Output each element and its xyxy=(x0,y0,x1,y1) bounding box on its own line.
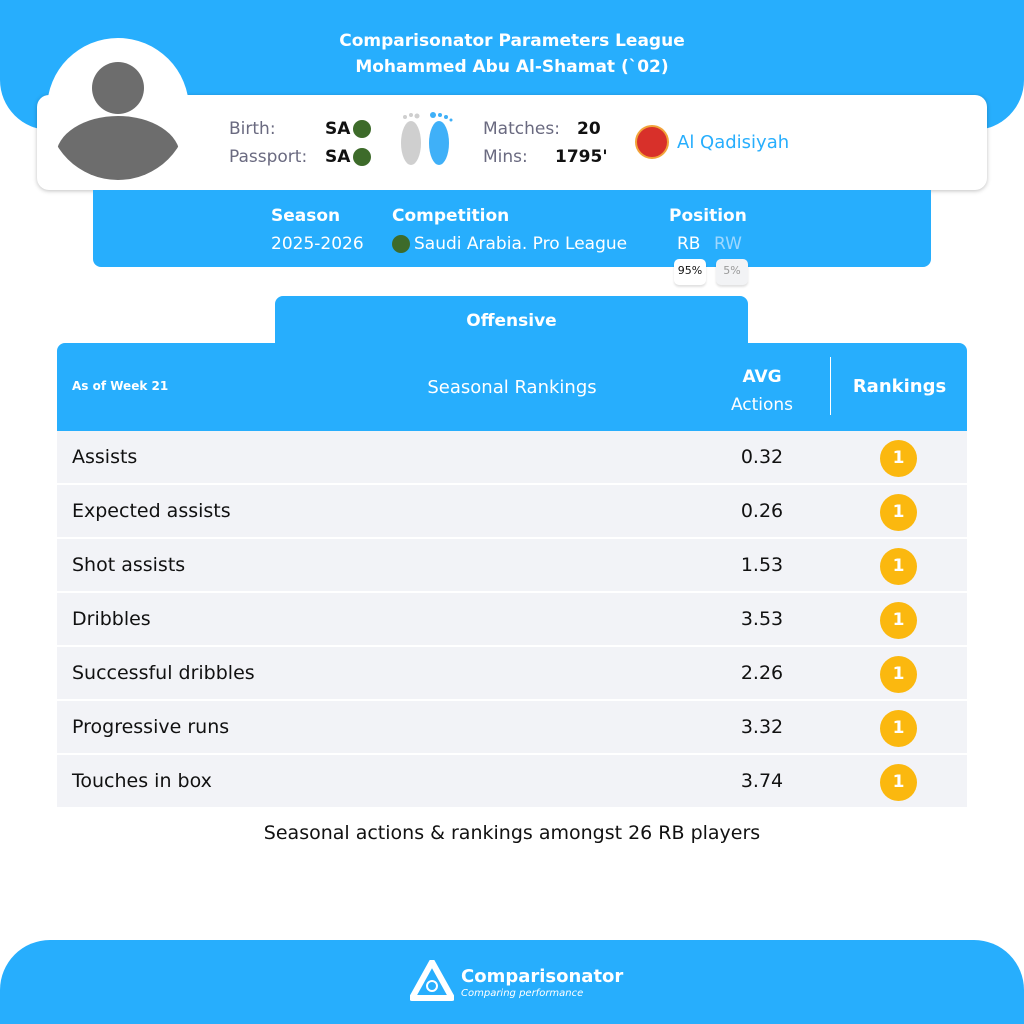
footer: Comparisonator Comparing performance xyxy=(0,940,1024,1024)
competition-value: Saudi Arabia. Pro League xyxy=(414,234,628,254)
table-row: Touches in box 3.74 1 xyxy=(57,755,967,809)
metric-avg: 2.26 xyxy=(740,662,784,684)
rankings-header: Rankings xyxy=(852,376,947,397)
metric-name: Dribbles xyxy=(72,608,151,630)
metric-name: Touches in box xyxy=(72,770,212,792)
footnote: Seasonal actions & rankings amongst 26 R… xyxy=(263,822,761,844)
mins-value: 1795' xyxy=(555,147,608,167)
table-row: Expected assists 0.26 1 xyxy=(57,485,967,539)
metric-name: Assists xyxy=(72,446,138,468)
rank-badge: 1 xyxy=(880,656,917,693)
brand-name: Comparisonator xyxy=(461,966,624,987)
birth-value: SA xyxy=(325,119,372,139)
avatar xyxy=(47,38,189,180)
rank-badge: 1 xyxy=(880,710,917,747)
table-row: Shot assists 1.53 1 xyxy=(57,539,967,593)
position-label: Position xyxy=(669,206,747,226)
rank-badge: 1 xyxy=(880,440,917,477)
metric-name: Successful dribbles xyxy=(72,662,255,684)
table-header: As of Week 21 Seasonal Rankings AVG Actio… xyxy=(57,343,967,431)
player-card: Birth: SA Passport: SA Matches: 20 Mins:… xyxy=(37,95,987,190)
position-rw-pct: 5% xyxy=(716,259,748,285)
position-rb-pct: 95% xyxy=(674,259,706,285)
week-label: As of Week 21 xyxy=(72,379,169,393)
rank-badge: 1 xyxy=(880,548,917,585)
saudi-flag-icon xyxy=(392,235,410,253)
brand-tagline: Comparing performance xyxy=(461,988,584,999)
metric-avg: 1.53 xyxy=(740,554,784,576)
rank-badge: 1 xyxy=(880,494,917,531)
tab-offensive[interactable]: Offensive xyxy=(275,296,748,344)
metric-name: Progressive runs xyxy=(72,716,230,738)
birth-label: Birth: xyxy=(229,119,276,139)
saudi-flag-icon xyxy=(353,120,372,138)
league-title: Comparisonator Parameters League xyxy=(339,31,685,51)
matches-value: 20 xyxy=(577,119,601,139)
table-row: Progressive runs 3.32 1 xyxy=(57,701,967,755)
passport-label: Passport: xyxy=(229,147,308,167)
club-logo-icon xyxy=(635,125,669,159)
season-label: Season xyxy=(271,206,341,226)
page-title: Comparisonator Parameters League Mohamme… xyxy=(0,28,1024,80)
position-rw: RW xyxy=(714,234,742,254)
comparisonator-logo-icon xyxy=(410,960,454,1001)
metric-avg: 0.32 xyxy=(740,446,784,468)
season-info-bar: Season 2025-2026 Competition Saudi Arabi… xyxy=(93,190,931,267)
rank-badge: 1 xyxy=(880,602,917,639)
club-name[interactable]: Al Qadisiyah xyxy=(677,132,790,153)
metric-avg: 3.74 xyxy=(740,770,784,792)
table-title: Seasonal Rankings xyxy=(427,377,597,398)
player-name: Mohammed Abu Al-Shamat (`02) xyxy=(355,57,669,77)
metric-avg: 3.53 xyxy=(740,608,784,630)
rankings-table: As of Week 21 Seasonal Rankings AVG Actio… xyxy=(57,343,967,809)
table-row: Successful dribbles 2.26 1 xyxy=(57,647,967,701)
table-row: Dribbles 3.53 1 xyxy=(57,593,967,647)
feet-icon xyxy=(401,112,453,165)
mins-label: Mins: xyxy=(483,147,528,167)
table-row: Assists 0.32 1 xyxy=(57,431,967,485)
saudi-flag-icon xyxy=(353,148,372,166)
position-rb: RB xyxy=(677,234,701,254)
metric-name: Shot assists xyxy=(72,554,186,576)
metric-avg: 3.32 xyxy=(740,716,784,738)
season-value: 2025-2026 xyxy=(271,234,364,254)
matches-label: Matches: xyxy=(483,119,560,139)
competition-label: Competition xyxy=(392,206,510,226)
rank-badge: 1 xyxy=(880,764,917,801)
avg-header: AVG Actions xyxy=(730,367,794,415)
metric-avg: 0.26 xyxy=(740,500,784,522)
passport-value: SA xyxy=(325,147,372,167)
metric-name: Expected assists xyxy=(72,500,231,522)
